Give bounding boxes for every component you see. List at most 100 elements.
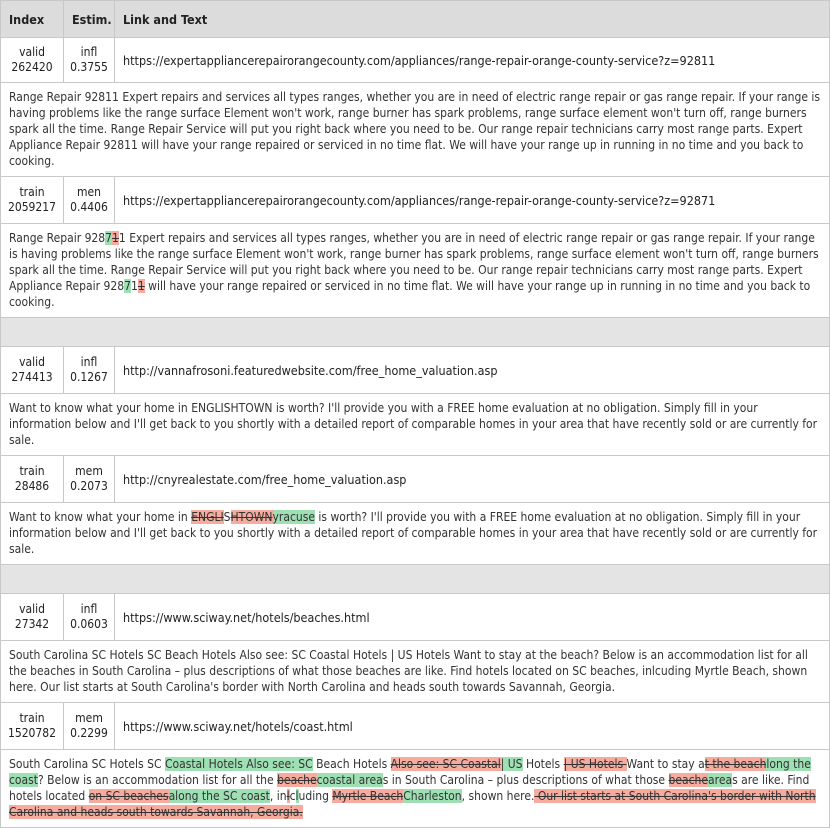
train-url-row: train 1520782 mem 0.2299 https://www.sciway.… bbox=[0, 702, 830, 750]
estimate-score: 0.4406 bbox=[70, 200, 108, 214]
valid-url-row: valid 262420 infl 0.3755 https://expertappli… bbox=[0, 37, 830, 83]
estimate-cell: infl 0.3755 bbox=[63, 37, 115, 83]
valid-text-row: South Carolina SC Hotels SC Beach Hotels… bbox=[0, 640, 830, 703]
document-text: Range Repair 92811 Expert repairs and se… bbox=[0, 82, 830, 177]
header-estim: Estim. bbox=[63, 0, 115, 38]
diff-insertion: 7 bbox=[105, 231, 113, 245]
diff-unchanged: c bbox=[289, 789, 296, 803]
diff-unchanged: Beach Hotels bbox=[312, 757, 391, 771]
estimate-label: infl bbox=[80, 602, 98, 616]
record-id: 28486 bbox=[14, 479, 50, 493]
diff-deletion: | US Hotels bbox=[563, 757, 627, 771]
record-id: 1520782 bbox=[7, 726, 57, 740]
url-link[interactable]: https://expertappliancerepairorangecount… bbox=[114, 176, 830, 224]
diff-insertion: Charleston bbox=[403, 789, 462, 803]
header-index: Index bbox=[0, 0, 64, 38]
estimate-score: 0.0603 bbox=[70, 617, 108, 631]
valid-text-row: Range Repair 92811 Expert repairs and se… bbox=[0, 82, 830, 177]
valid-text-row: Want to know what your home in ENGLISHTO… bbox=[0, 393, 830, 456]
diff-unchanged: will have your range repaired or service… bbox=[9, 279, 811, 309]
split-label: train bbox=[19, 185, 45, 199]
estimate-label: men bbox=[76, 185, 101, 199]
diff-insertion: Coastal Hotels Also see: SC bbox=[164, 757, 313, 771]
estimate-cell: men 0.4406 bbox=[63, 176, 115, 224]
diff-insertion: along the SC coast bbox=[168, 789, 270, 803]
index-cell: valid 27342 bbox=[0, 593, 64, 641]
train-text-row: Range Repair 928711 Expert repairs and s… bbox=[0, 223, 830, 318]
diff-deletion: HTOWN bbox=[230, 510, 273, 524]
diff-deletion: beache bbox=[668, 773, 709, 787]
url-link[interactable]: https://www.sciway.net/hotels/beaches.ht… bbox=[114, 593, 830, 641]
diff-insertion: yracuse bbox=[272, 510, 315, 524]
estimate-score: 0.2073 bbox=[70, 479, 108, 493]
diff-insertion: 7 bbox=[124, 279, 131, 293]
diff-deletion: Myrtle Beach bbox=[332, 789, 404, 803]
index-cell: train 2059217 bbox=[0, 176, 64, 224]
record-id: 262420 bbox=[11, 60, 53, 74]
estimate-label: mem bbox=[75, 464, 103, 478]
diff-unchanged: ? Below is an accommodation list for all… bbox=[38, 773, 278, 787]
diff-unchanged: Hotels bbox=[522, 757, 564, 771]
diff-unchanged: Range Repair 928 bbox=[9, 231, 106, 245]
diff-deletion: on SC beaches bbox=[88, 789, 169, 803]
diff-unchanged: uding bbox=[298, 789, 333, 803]
diff-unchanged: s in South Carolina – plus descriptions … bbox=[382, 773, 669, 787]
group-separator bbox=[0, 317, 830, 347]
header-row: Index Estim. Link and Text bbox=[0, 0, 830, 38]
diff-unchanged: South Carolina SC Hotels SC bbox=[9, 757, 165, 771]
estimate-cell: infl 0.1267 bbox=[63, 346, 115, 394]
valid-url-row: valid 274413 infl 0.1267 http://vannafrosoni… bbox=[0, 346, 830, 394]
diff-deletion: ENGLI bbox=[191, 510, 224, 524]
split-label: train bbox=[19, 464, 45, 478]
diff-deletion: Also see: SC Coastal bbox=[390, 757, 501, 771]
index-cell: train 1520782 bbox=[0, 702, 64, 750]
estimate-label: infl bbox=[80, 45, 98, 59]
estimate-score: 0.3755 bbox=[70, 60, 108, 74]
diff-deletion: beache bbox=[277, 773, 317, 787]
diff-unchanged: Want to stay a bbox=[626, 757, 705, 771]
diff-unchanged: , shown here. bbox=[461, 789, 535, 803]
url-link[interactable]: http://cnyrealestate.com/free_home_valua… bbox=[114, 455, 830, 503]
diff-unchanged: 1 Expert repairs and services all types … bbox=[9, 231, 819, 293]
diff-unchanged: is worth? I'll provide you with a FREE h… bbox=[9, 510, 818, 556]
document-text: Want to know what your home in ENGLISHTO… bbox=[0, 502, 830, 565]
header-link-and-text: Link and Text bbox=[114, 0, 830, 38]
diff-deletion: 1 bbox=[137, 279, 145, 293]
url-link[interactable]: http://vannafrosoni.featuredwebsite.com/… bbox=[114, 346, 830, 394]
split-label: valid bbox=[19, 355, 45, 369]
estimate-score: 0.1267 bbox=[70, 370, 108, 384]
diff-insertion: area bbox=[708, 773, 733, 787]
split-label: valid bbox=[19, 45, 45, 59]
estimate-label: infl bbox=[80, 355, 98, 369]
document-text: South Carolina SC Hotels SC Beach Hotels… bbox=[0, 640, 830, 703]
split-label: train bbox=[19, 711, 45, 725]
record-id: 2059217 bbox=[7, 200, 57, 214]
estimate-label: mem bbox=[75, 711, 103, 725]
diff-unchanged: , in bbox=[269, 789, 287, 803]
group-separator bbox=[0, 564, 830, 594]
url-link[interactable]: https://www.sciway.net/hotels/coast.html bbox=[114, 702, 830, 750]
diff-unchanged: Want to know what your home in bbox=[9, 510, 192, 524]
diff-deletion: 1 bbox=[112, 231, 119, 245]
estimate-score: 0.2299 bbox=[70, 726, 108, 740]
diff-unchanged: S bbox=[223, 510, 231, 524]
url-link[interactable]: https://expertappliancerepairorangecount… bbox=[114, 37, 830, 83]
estimate-cell: mem 0.2073 bbox=[63, 455, 115, 503]
split-label: valid bbox=[19, 602, 45, 616]
train-text-row: South Carolina SC Hotels SC Coastal Hote… bbox=[0, 749, 830, 828]
document-text: South Carolina SC Hotels SC Coastal Hote… bbox=[0, 749, 830, 828]
record-id: 27342 bbox=[14, 617, 50, 631]
train-url-row: train 28486 mem 0.2073 http://cnyrealestate.… bbox=[0, 455, 830, 503]
diff-unchanged: 1 bbox=[130, 279, 138, 293]
document-text: Range Repair 928711 Expert repairs and s… bbox=[0, 223, 830, 318]
document-text: Want to know what your home in ENGLISHTO… bbox=[0, 393, 830, 456]
index-cell: valid 274413 bbox=[0, 346, 64, 394]
table-body: valid 262420 infl 0.3755 https://expertappli… bbox=[0, 37, 830, 828]
index-cell: valid 262420 bbox=[0, 37, 64, 83]
train-url-row: train 2059217 men 0.4406 https://expertappli… bbox=[0, 176, 830, 224]
record-id: 274413 bbox=[11, 370, 53, 384]
estimate-cell: infl 0.0603 bbox=[63, 593, 115, 641]
diff-insertion: coastal area bbox=[316, 773, 383, 787]
estimate-cell: mem 0.2299 bbox=[63, 702, 115, 750]
